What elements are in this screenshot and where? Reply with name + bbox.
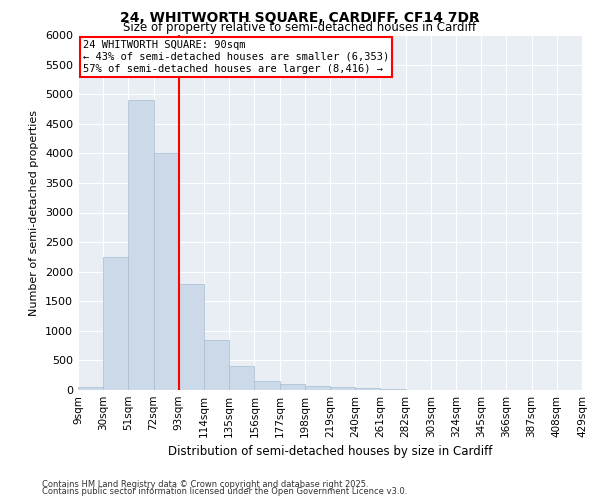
Text: 24 WHITWORTH SQUARE: 90sqm
← 43% of semi-detached houses are smaller (6,353)
57%: 24 WHITWORTH SQUARE: 90sqm ← 43% of semi… (83, 40, 389, 74)
Bar (254, 380, 280, 390)
Bar (179, 284, 204, 390)
Bar (380, 389, 406, 390)
Text: Contains public sector information licensed under the Open Government Licence v3: Contains public sector information licen… (42, 487, 407, 496)
Bar (229, 366, 254, 390)
X-axis label: Distribution of semi-detached houses by size in Cardiff: Distribution of semi-detached houses by … (168, 446, 492, 458)
Bar (103, 257, 128, 390)
Bar (355, 388, 380, 390)
Bar (204, 340, 229, 390)
Text: Size of property relative to semi-detached houses in Cardiff: Size of property relative to semi-detach… (124, 22, 476, 35)
Bar (280, 384, 305, 390)
Text: 24, WHITWORTH SQUARE, CARDIFF, CF14 7DR: 24, WHITWORTH SQUARE, CARDIFF, CF14 7DR (120, 12, 480, 26)
Bar (128, 100, 154, 390)
Bar (78, 387, 103, 390)
Bar (305, 386, 330, 390)
Bar (330, 387, 355, 390)
Text: Contains HM Land Registry data © Crown copyright and database right 2025.: Contains HM Land Registry data © Crown c… (42, 480, 368, 489)
Y-axis label: Number of semi-detached properties: Number of semi-detached properties (29, 110, 40, 316)
Bar (154, 154, 179, 390)
